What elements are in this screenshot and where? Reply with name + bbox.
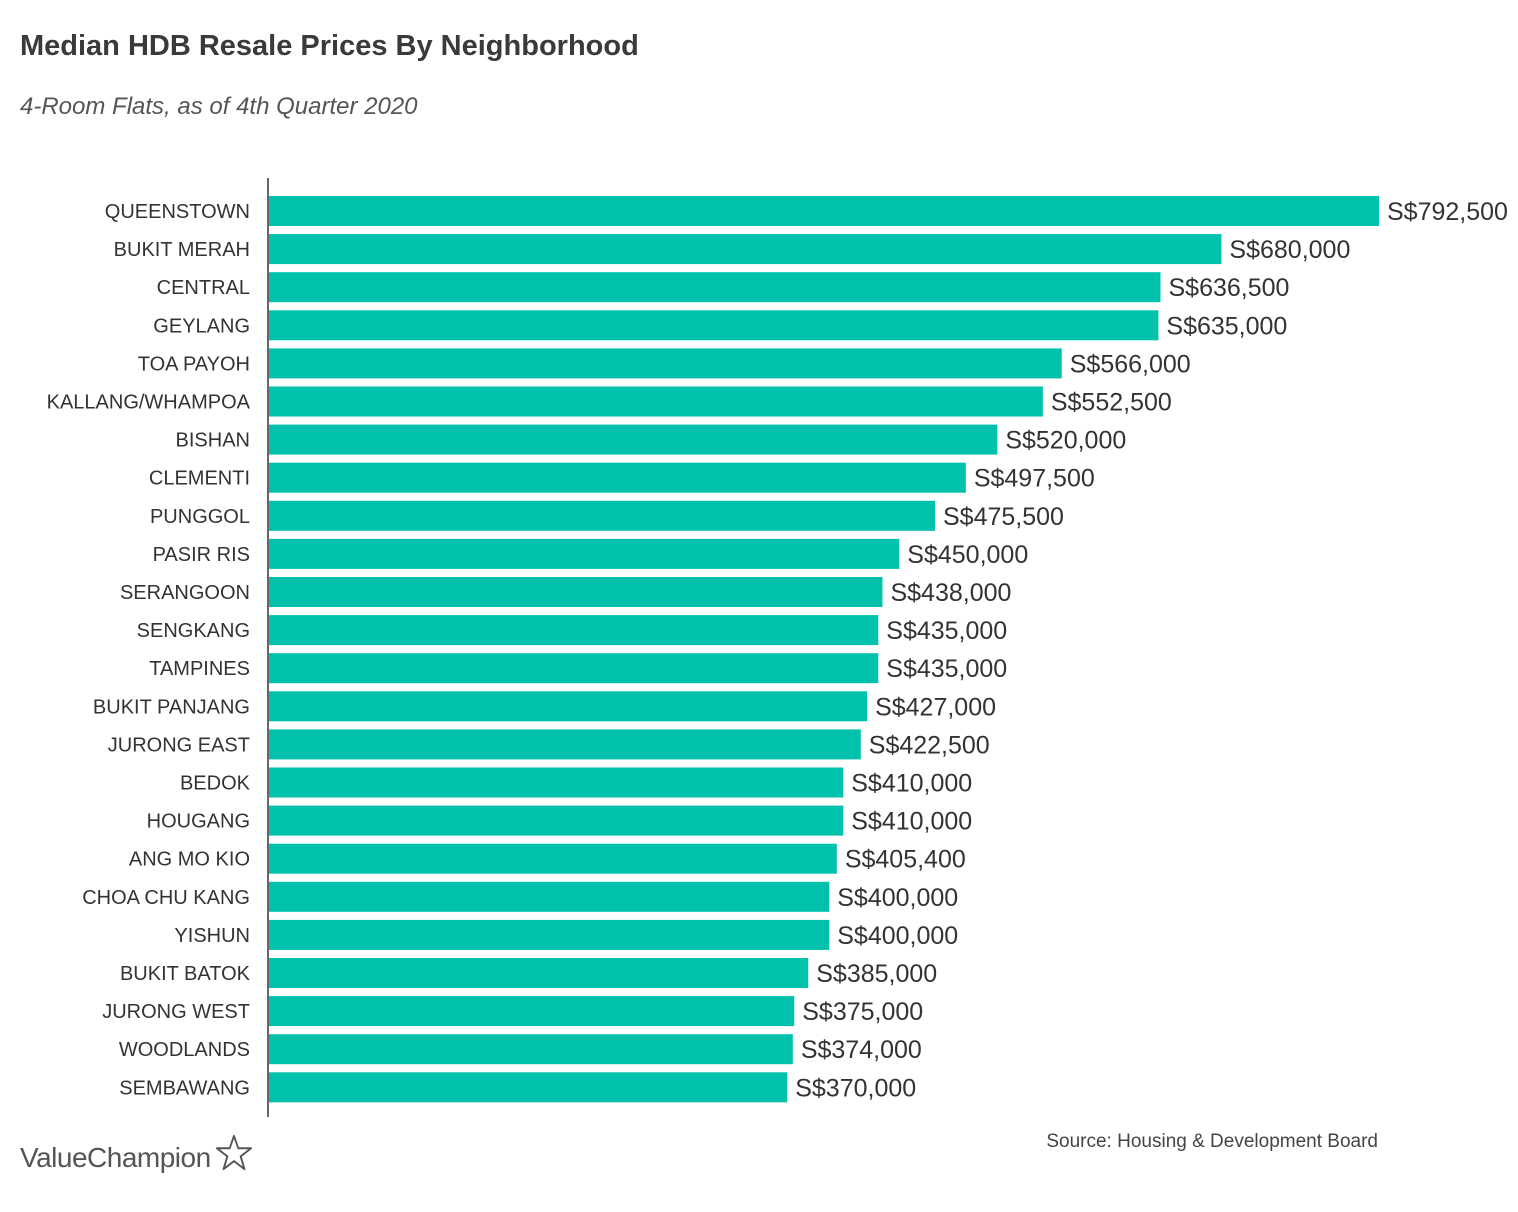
value-label: S$400,000: [837, 922, 958, 950]
value-label: S$435,000: [886, 655, 1007, 683]
category-label: PUNGGOL: [150, 506, 250, 528]
category-label: SENGKANG: [137, 620, 250, 642]
source-note: Source: Housing & Development Board: [1046, 1131, 1378, 1152]
bar: [269, 1034, 793, 1065]
logo-text: ValueChampion: [20, 1142, 211, 1173]
value-label: S$566,000: [1070, 350, 1191, 378]
value-label: S$438,000: [890, 579, 1011, 607]
value-label: S$385,000: [816, 960, 937, 988]
category-label: TAMPINES: [149, 658, 250, 680]
chart-subtitle: 4-Room Flats, as of 4th Quarter 2020: [20, 93, 418, 120]
value-label: S$792,500: [1387, 198, 1508, 226]
value-label: S$410,000: [851, 808, 972, 836]
value-label: S$410,000: [851, 770, 972, 798]
value-label: S$370,000: [795, 1074, 916, 1102]
category-label: GEYLANG: [153, 315, 250, 337]
category-label: HOUGANG: [147, 811, 250, 833]
bar: [269, 691, 868, 722]
category-label: BEDOK: [180, 773, 251, 795]
value-label: S$374,000: [801, 1036, 922, 1064]
value-label: S$636,500: [1169, 274, 1290, 302]
bar: [269, 843, 837, 874]
bar: [269, 424, 998, 455]
category-label: TOA PAYOH: [138, 353, 250, 375]
bar: [269, 958, 809, 988]
category-label: PASIR RIS: [153, 544, 250, 566]
bar: [269, 462, 966, 493]
category-label: BUKIT PANJANG: [93, 696, 250, 718]
bar: [269, 805, 844, 836]
value-label: S$680,000: [1229, 236, 1350, 264]
star-icon: [215, 1134, 252, 1171]
category-label: SEMBAWANG: [119, 1077, 250, 1099]
value-label: S$520,000: [1005, 427, 1126, 455]
bar: [269, 500, 935, 531]
bar: [269, 881, 830, 912]
category-label: WOODLANDS: [119, 1039, 250, 1061]
value-label: S$552,500: [1051, 389, 1172, 417]
chart-title: Median HDB Resale Prices By Neighborhood: [20, 30, 639, 62]
bar: [269, 996, 795, 1027]
value-label: S$497,500: [974, 465, 1095, 493]
category-label: CHOA CHU KANG: [82, 887, 250, 909]
bar: [269, 919, 830, 950]
category-label: SERANGOON: [120, 582, 250, 604]
category-label: KALLANG/WHAMPOA: [47, 392, 251, 414]
value-label: S$435,000: [886, 617, 1007, 645]
value-label: S$635,000: [1166, 312, 1287, 340]
bar: [269, 729, 861, 760]
bar: [269, 653, 879, 684]
category-label: BUKIT MERAH: [114, 239, 250, 261]
value-label: S$475,500: [943, 503, 1064, 531]
value-champion-logo: ValueChampion: [20, 1134, 253, 1174]
bar: [269, 1072, 788, 1103]
bar: [269, 272, 1161, 303]
category-label: JURONG WEST: [102, 1001, 250, 1023]
bar: [269, 615, 879, 646]
category-label: JURONG EAST: [108, 734, 250, 756]
category-label: BUKIT BATOK: [120, 963, 251, 985]
value-label: S$422,500: [869, 731, 990, 759]
category-label: YISHUN: [174, 925, 250, 947]
value-label: S$375,000: [802, 998, 923, 1026]
bar: [269, 577, 883, 607]
bar: [269, 310, 1159, 341]
bar: [269, 196, 1379, 226]
bar: [269, 386, 1043, 417]
value-label: S$427,000: [875, 693, 996, 721]
bar: [269, 234, 1222, 265]
value-label: S$400,000: [837, 884, 958, 912]
bar: [269, 348, 1062, 379]
value-label: S$405,400: [845, 846, 966, 874]
category-label: BISHAN: [176, 430, 250, 452]
bar: [269, 767, 844, 798]
category-label: ANG MO KIO: [129, 849, 250, 871]
category-label: CLEMENTI: [149, 468, 250, 490]
category-label: QUEENSTOWN: [105, 201, 250, 223]
category-label: CENTRAL: [157, 277, 250, 299]
bar: [269, 538, 900, 569]
value-label: S$450,000: [907, 541, 1028, 569]
